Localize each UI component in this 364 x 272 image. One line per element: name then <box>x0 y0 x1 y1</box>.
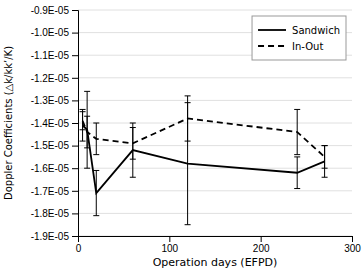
legend-box <box>252 16 346 60</box>
y-tick-mark <box>72 191 78 192</box>
chart: 0 100 200 300 -1.9E-05 -1.8E-05 -1.7E-05 -1.6E-… <box>0 0 364 272</box>
y-tick-label: -1.6E-05 <box>31 163 70 174</box>
legend-swatch <box>258 45 286 47</box>
error-bar <box>294 109 300 154</box>
plot-marks <box>80 91 328 224</box>
error-bar <box>185 96 191 141</box>
y-tick: -1.8E-05 <box>31 208 78 219</box>
error-bar <box>93 123 99 155</box>
grid <box>78 10 352 236</box>
y-tick-label: -1.1E-05 <box>31 50 70 61</box>
x-tick-label: 0 <box>76 243 82 254</box>
series <box>80 91 328 224</box>
axis-domain <box>72 11 79 237</box>
y-tick-label: -1.8E-05 <box>31 208 70 219</box>
y-tick: -1.9E-05 <box>31 231 78 242</box>
error-bar <box>80 112 86 130</box>
y-axis: -1.9E-05 -1.8E-05 -1.7E-05 -1.6E-05 -1.5E-05… <box>31 5 79 242</box>
x-axis-title: Operation days (EFPD) <box>153 256 278 269</box>
y-tick-mark <box>72 78 78 79</box>
grid-line <box>78 10 352 11</box>
error-bar <box>294 157 300 189</box>
axis-domain <box>79 237 353 243</box>
series-line <box>83 118 325 156</box>
grid-line <box>78 190 352 191</box>
series <box>80 96 328 168</box>
x-tick-label: 300 <box>344 243 361 254</box>
x-tick: 0 <box>76 236 82 254</box>
error-bar <box>84 116 90 148</box>
x-tick: 100 <box>161 236 178 254</box>
error-bar <box>322 146 328 178</box>
legend-label: In-Out <box>292 41 323 52</box>
y-tick: -1.1E-05 <box>31 50 78 61</box>
grid-line <box>78 100 352 101</box>
series-line <box>83 125 325 193</box>
y-tick: -1.6E-05 <box>31 163 78 174</box>
y-tick-mark <box>72 213 78 214</box>
y-axis-title: Doppler Coefficients (△k/kk’/K) <box>3 46 14 200</box>
y-tick-mark <box>72 10 78 11</box>
y-tick: -1.2E-05 <box>31 73 78 84</box>
y-tick-mark <box>72 100 78 101</box>
x-tick-mark <box>169 236 170 242</box>
x-axis: 0 100 200 300 <box>76 236 362 254</box>
grid-line <box>78 123 352 124</box>
y-tick: -1.7E-05 <box>31 186 78 197</box>
y-tick: -1.0E-05 <box>31 27 78 38</box>
error-bar <box>130 123 136 177</box>
legend-label: Sandwich <box>292 25 340 36</box>
y-tick-mark <box>72 146 78 147</box>
error-bar <box>130 128 136 160</box>
y-tick: -1.4E-05 <box>31 118 78 129</box>
x-tick-label: 100 <box>161 243 178 254</box>
x-tick: 200 <box>253 236 270 254</box>
y-tick-label: -1.5E-05 <box>31 140 70 151</box>
y-tick-mark <box>72 236 78 237</box>
y-tick-label: -0.9E-05 <box>31 5 70 16</box>
y-tick-label: -1.3E-05 <box>31 95 70 106</box>
grid-line <box>78 213 352 214</box>
y-tick-mark <box>72 33 78 34</box>
x-tick-mark <box>352 236 353 242</box>
legend-swatch <box>258 29 286 31</box>
y-tick: -1.3E-05 <box>31 95 78 106</box>
x-tick-label: 200 <box>253 243 270 254</box>
y-tick-mark <box>72 168 78 169</box>
y-tick-label: -1.4E-05 <box>31 118 70 129</box>
y-tick-mark <box>72 55 78 56</box>
y-tick: -1.5E-05 <box>31 140 78 151</box>
error-bar <box>93 170 99 215</box>
legend: Sandwich In-Out <box>252 16 346 60</box>
y-tick: -0.9E-05 <box>31 5 78 16</box>
x-tick-mark <box>261 236 262 242</box>
grid-line <box>78 77 352 78</box>
error-bar <box>322 146 328 169</box>
x-tick: 300 <box>344 236 361 254</box>
y-tick-label: -1.2E-05 <box>31 73 70 84</box>
y-tick-label: -1.0E-05 <box>31 27 70 38</box>
y-tick-label: -1.9E-05 <box>31 231 70 242</box>
y-tick-label: -1.7E-05 <box>31 186 70 197</box>
y-tick-mark <box>72 123 78 124</box>
